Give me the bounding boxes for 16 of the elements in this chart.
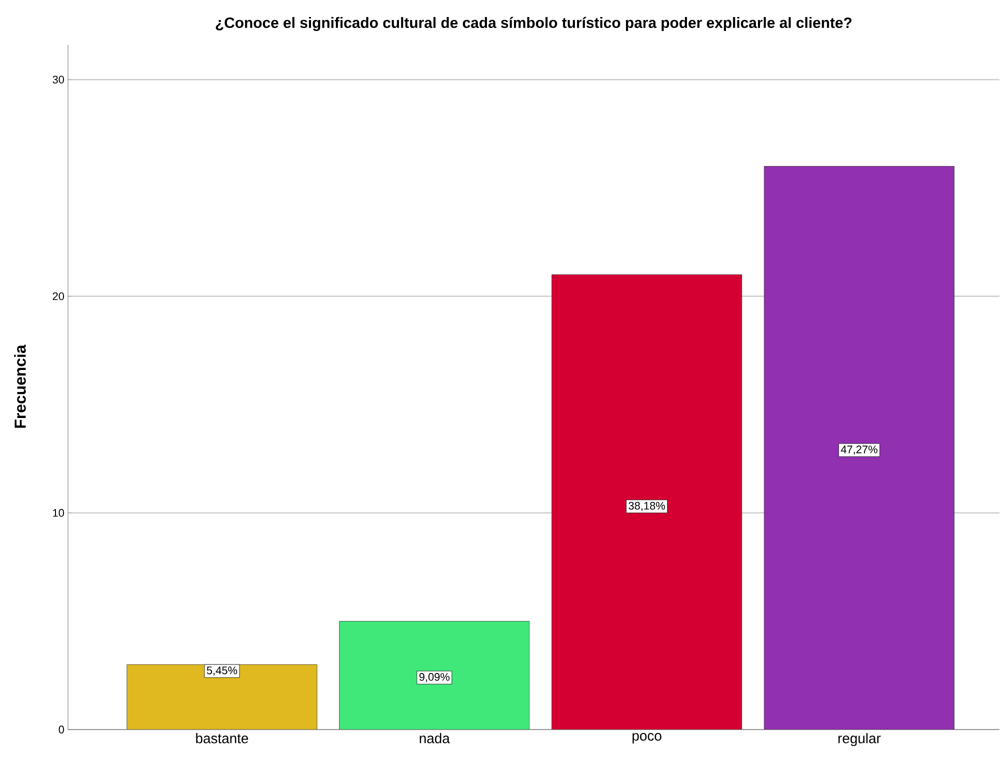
chart-title: ¿Conoce el significado cultural de cada símbolo turístico para poder explicarle al cliente? <box>216 17 852 32</box>
annotation: 47,27% <box>840 446 878 455</box>
y-tick-label: 20 <box>52 292 64 300</box>
y-tick-label: 30 <box>52 76 64 84</box>
x-tick-label: regular <box>838 733 881 746</box>
y-axis-title: Frecuencia <box>14 344 26 428</box>
bar <box>126 664 318 730</box>
annotation: 5,45% <box>206 666 238 676</box>
x-tick-label: nada <box>420 733 450 744</box>
x-tick-label: bastante <box>196 733 248 744</box>
bar <box>339 621 530 730</box>
annotation: 9,09% <box>419 673 450 682</box>
x-tick-label: poco <box>632 733 662 744</box>
y-tick-label: 0 <box>58 726 64 734</box>
y-tick-label: 10 <box>53 509 64 518</box>
annotation: 38,18% <box>628 502 665 512</box>
